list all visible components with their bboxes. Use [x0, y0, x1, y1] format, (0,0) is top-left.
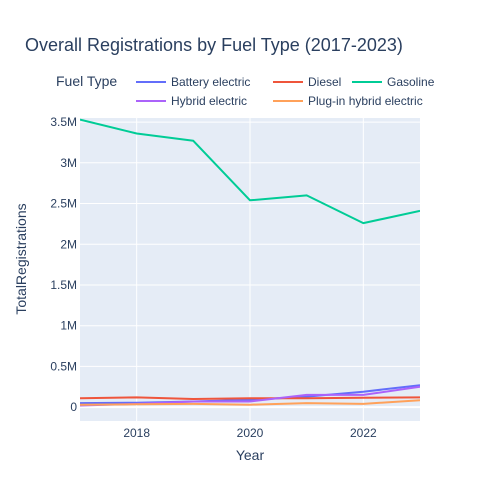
- series-line-gasoline[interactable]: [80, 118, 420, 225]
- y-tick-label: 1.5M: [50, 278, 77, 292]
- series-line-plug-in-hybrid-electric[interactable]: [80, 399, 420, 406]
- series-line-battery-electric[interactable]: [80, 384, 420, 405]
- legend-item-diesel[interactable]: Diesel: [273, 75, 341, 89]
- legend-item-gasoline[interactable]: Gasoline: [352, 75, 435, 89]
- y-axis-ticks: 0 0.5M 1M 1.5M 2M 2.5M 3M 3.5M: [50, 115, 77, 414]
- legend-title: Fuel Type: [56, 73, 117, 89]
- y-tick-label: 0.5M: [50, 359, 77, 373]
- legend-label: Battery electric: [171, 75, 250, 89]
- y-tick-label: 0: [70, 400, 77, 414]
- grid-lines: [80, 118, 420, 421]
- legend: Fuel Type Battery electric Diesel Gasoline…: [56, 73, 435, 108]
- legend-label: Diesel: [308, 75, 341, 89]
- y-axis-title: TotalRegistrations: [13, 203, 29, 314]
- legend-label: Gasoline: [387, 75, 435, 89]
- x-axis-title: Year: [236, 447, 265, 463]
- x-axis-ticks: 2018 2020 2022: [123, 426, 377, 440]
- y-tick-label: 1M: [60, 319, 77, 333]
- chart-title: Overall Registrations by Fuel Type (2017…: [25, 35, 403, 55]
- x-tick-label: 2018: [123, 426, 150, 440]
- x-tick-label: 2020: [237, 426, 264, 440]
- x-tick-label: 2022: [350, 426, 377, 440]
- y-tick-label: 2M: [60, 237, 77, 251]
- legend-item-battery-electric[interactable]: Battery electric: [136, 75, 250, 89]
- legend-label: Plug-in hybrid electric: [308, 94, 423, 108]
- legend-label: Hybrid electric: [171, 94, 247, 108]
- legend-item-plug-in-hybrid-electric[interactable]: Plug-in hybrid electric: [273, 94, 423, 108]
- y-tick-label: 2.5M: [50, 197, 77, 211]
- legend-item-hybrid-electric[interactable]: Hybrid electric: [136, 94, 247, 108]
- series-layer: [80, 118, 420, 407]
- y-tick-label: 3M: [60, 156, 77, 170]
- series-line-diesel[interactable]: [80, 396, 420, 400]
- y-tick-label: 3.5M: [50, 115, 77, 129]
